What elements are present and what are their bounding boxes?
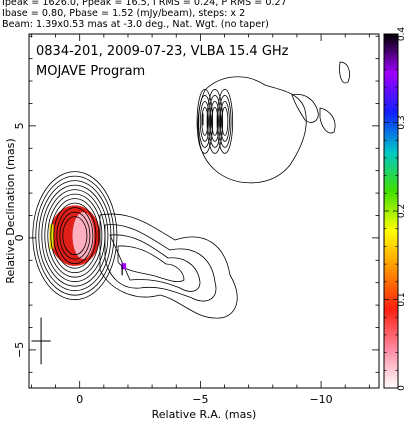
knot-outer-contour (319, 107, 336, 134)
knot-contour (201, 106, 209, 136)
knot-contour (218, 94, 232, 148)
core-contour (32, 171, 118, 301)
jet-contour (104, 224, 217, 302)
y-tick-label: 5 (13, 122, 26, 129)
core-contour (41, 184, 109, 287)
y-tick-label: −5 (13, 342, 26, 358)
knot-outer-contour (291, 93, 319, 123)
core-contour (47, 193, 103, 278)
knot-contour (209, 100, 220, 142)
core-contour (59, 211, 91, 260)
core-polarization-edge (49, 224, 54, 250)
core-contour (53, 202, 97, 269)
knot-outer-contour (197, 76, 307, 184)
header-line-2: Ibase = 0.80, Pbase = 1.52 (mJy/beam), s… (2, 8, 246, 19)
y-tick-label: 0 (13, 234, 26, 241)
colorbar-tick-label: 0 (397, 385, 407, 391)
knot-contour (211, 106, 219, 136)
jet-polarization-patch (121, 263, 127, 270)
core-contour (35, 175, 115, 296)
core-polarization-center (72, 212, 95, 260)
jet-contour (117, 245, 185, 283)
contour-layer (31, 61, 350, 365)
knot-contour (216, 88, 234, 154)
colorbar-ticks: 0 0.1 0.2 0.3 0.4 (384, 27, 407, 391)
jet-contour (109, 234, 201, 292)
knot-contour (199, 100, 210, 142)
knot-contour (196, 88, 214, 154)
tick-layer: 0 −5 −10 −5 0 5 (13, 34, 379, 406)
y-axis-label: Relative Declination (mas) (4, 138, 17, 283)
x-tick-label: 0 (76, 393, 83, 406)
chart-title: 0834-201, 2009-07-23, VLBA 15.4 GHz (36, 44, 289, 59)
knot-contour (208, 94, 222, 148)
jet-contour (99, 213, 238, 319)
plot-frame (28, 33, 380, 389)
header-line-3: Beam: 1.39x0.53 mas at -3.0 deg., Nat. W… (2, 19, 269, 30)
header-line-1: Ipeak = 1626.0, Ppeak = 16.5, I RMS = 0.… (2, 0, 287, 8)
x-tick-label: −5 (192, 393, 208, 406)
core-contour (62, 216, 88, 256)
core-contour (38, 180, 112, 292)
x-axis-label: Relative R.A. (mas) (152, 408, 257, 421)
colorbar-tick-label: 0.2 (397, 204, 407, 218)
knot-contour (221, 106, 229, 136)
colorbar-tick-label: 0.1 (397, 292, 407, 306)
knot-contour (198, 94, 212, 148)
knot-outer-contour (339, 61, 350, 84)
knot-contour (219, 100, 230, 142)
x-tick-label: −10 (309, 393, 332, 406)
core-contour (50, 198, 100, 274)
chart-subtitle: MOJAVE Program (36, 64, 145, 79)
colorbar-tick-label: 0.3 (397, 115, 407, 129)
knot-contour (206, 88, 224, 154)
core-contour (56, 207, 94, 265)
colorbar-tick-label: 0.4 (397, 27, 407, 42)
